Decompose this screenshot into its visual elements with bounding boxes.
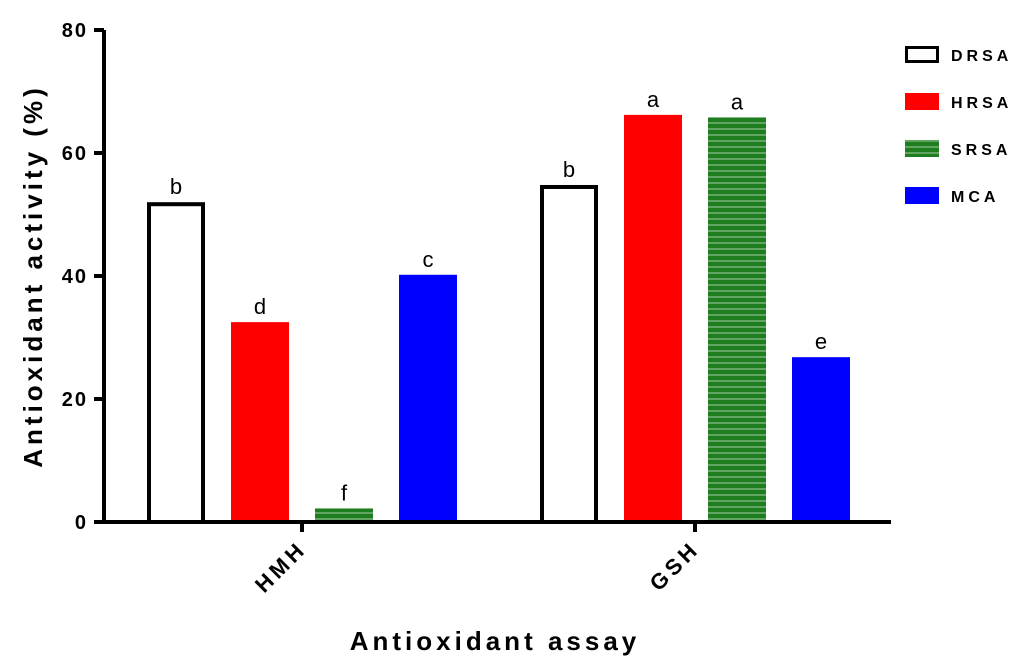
y-tick-label: 20	[62, 389, 88, 411]
legend: DRSA HRSA SRSA MCA	[905, 46, 1012, 206]
significance-letter: a	[731, 89, 744, 114]
y-tick-label: 0	[75, 512, 88, 534]
significance-letter: c	[423, 247, 434, 272]
legend-label-drsa: DRSA	[951, 48, 1012, 65]
y-tick-label: 60	[62, 143, 88, 165]
y-axis-title: Antioxidant activity (%)	[18, 84, 48, 467]
y-tick-label: 80	[62, 20, 88, 42]
bar-mca-hmh	[399, 274, 457, 522]
bar-hrsa-gsh	[624, 114, 682, 523]
bar-drsa-hmh	[147, 202, 205, 524]
legend-swatch-srsa	[905, 140, 939, 157]
bar-srsa-hmh	[315, 508, 373, 522]
significance-letter: e	[815, 329, 827, 354]
significance-letter: d	[254, 294, 266, 319]
legend-label-hrsa: HRSA	[951, 95, 1012, 112]
significance-letter: b	[563, 157, 575, 182]
category-label-gsh: GSH	[645, 536, 705, 596]
legend-label-mca: MCA	[951, 189, 999, 206]
category-label-hmh: HMH	[250, 536, 312, 598]
legend-swatch-drsa	[905, 46, 939, 63]
y-tick-label: 40	[62, 266, 88, 288]
bar-drsa-gsh	[540, 184, 598, 524]
x-axis-title: Antioxidant assay	[350, 626, 641, 656]
bar-hrsa-hmh	[231, 322, 289, 522]
bar-mca-gsh	[792, 357, 850, 522]
legend-swatch-mca	[905, 187, 939, 204]
significance-letter: f	[341, 480, 348, 505]
significance-letter: a	[647, 87, 660, 112]
significance-letter: b	[170, 174, 182, 199]
bar-srsa-gsh	[708, 117, 766, 522]
legend-label-srsa: SRSA	[951, 142, 1011, 159]
bars-layer: b b d a f a c e	[147, 87, 850, 524]
legend-swatch-hrsa	[905, 93, 939, 110]
